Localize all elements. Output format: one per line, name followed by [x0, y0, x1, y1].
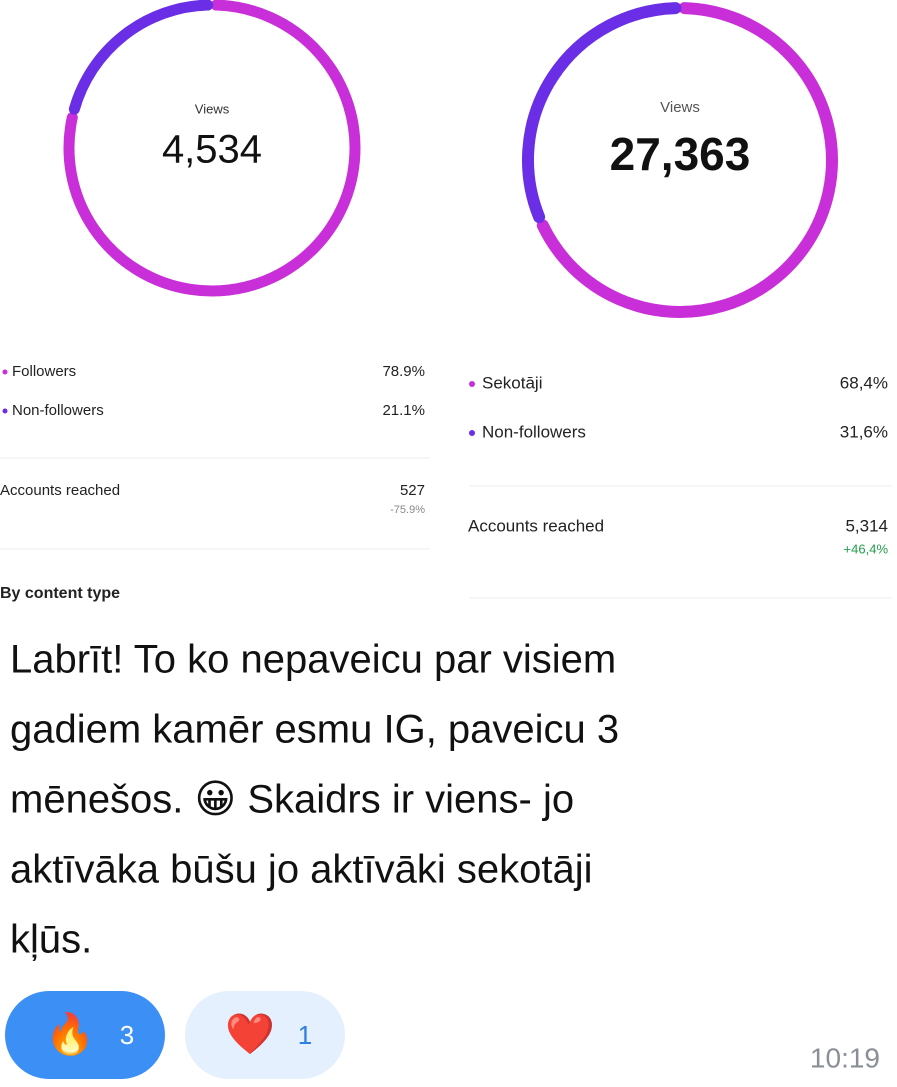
- views-label: Views: [195, 101, 230, 116]
- message-line: aktīvāka būšu jo aktīvāki sekotāji: [10, 848, 593, 892]
- donut-segment: [68, 0, 214, 115]
- section-title: By content type: [0, 585, 120, 602]
- reaction-pill[interactable]: [5, 991, 165, 1079]
- donut-segment: [522, 2, 682, 224]
- message-line: gadiem kamēr esmu IG, paveicu 3: [10, 708, 619, 752]
- share-value: 68,4%: [840, 373, 888, 392]
- reach-change: +46,4%: [844, 541, 889, 556]
- share-label: Followers: [12, 363, 76, 380]
- views-value: 27,363: [610, 128, 751, 180]
- reach-value: 5,314: [845, 516, 888, 535]
- reach-value: 527: [400, 482, 425, 499]
- message-text: Labrīt! To ko nepaveicu par visiem gadie…: [10, 638, 619, 962]
- message-line: Labrīt! To ko nepaveicu par visiem: [10, 638, 616, 682]
- donut-segment: [536, 2, 838, 318]
- share-label: Non-followers: [482, 422, 586, 441]
- reach-label: Accounts reached: [468, 516, 604, 535]
- reaction-emoji: 🔥: [45, 1011, 95, 1057]
- legend-dot: [469, 430, 475, 436]
- share-value: 21.1%: [382, 402, 425, 419]
- reaction-emoji: ❤️: [225, 1013, 275, 1057]
- reach-change: -75.9%: [390, 504, 425, 516]
- message-line: mēnešos. 😀 Skaidrs ir viens- jo: [10, 778, 574, 822]
- share-value: 78.9%: [382, 363, 425, 380]
- message-time: 10:19: [810, 1042, 880, 1073]
- reach-label: Accounts reached: [0, 482, 120, 499]
- share-label: Sekotāji: [482, 373, 542, 392]
- legend-dot: [2, 408, 8, 414]
- legend-dot: [469, 381, 475, 387]
- message-line: kļūs.: [10, 918, 92, 962]
- reaction-count: 3: [120, 1020, 134, 1050]
- share-label: Non-followers: [12, 402, 104, 419]
- donut-segment: [63, 0, 361, 297]
- views-label: Views: [660, 99, 700, 116]
- legend-dot: [2, 369, 8, 375]
- reaction-pill[interactable]: [185, 991, 345, 1079]
- reaction-count: 1: [298, 1020, 312, 1050]
- views-value: 4,534: [162, 128, 262, 172]
- share-value: 31,6%: [840, 422, 888, 441]
